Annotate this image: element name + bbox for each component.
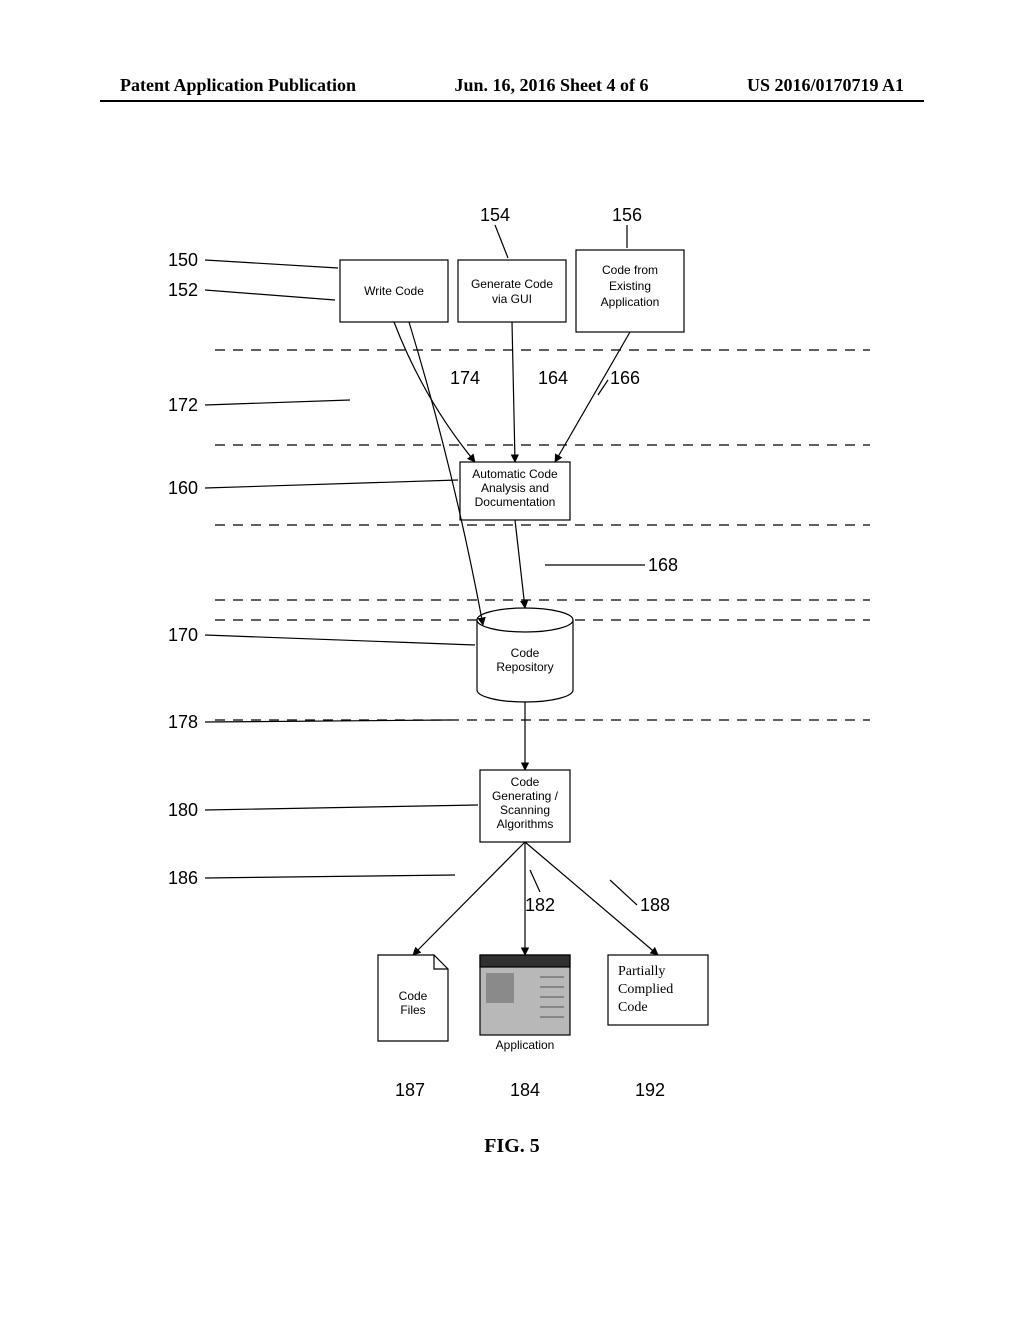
ref-184: 184 xyxy=(510,1080,540,1101)
svg-text:Generate Code: Generate Code xyxy=(471,277,553,291)
ref-180: 180 xyxy=(168,800,198,821)
ref-154: 154 xyxy=(480,205,510,226)
svg-text:Documentation: Documentation xyxy=(475,495,556,509)
svg-text:Code: Code xyxy=(399,989,428,1003)
ref-168: 168 xyxy=(648,555,678,576)
svg-text:Write Code: Write Code xyxy=(364,284,424,298)
ref-188: 188 xyxy=(640,895,670,916)
svg-text:Repository: Repository xyxy=(496,660,553,674)
ref-152: 152 xyxy=(168,280,198,301)
ref-187: 187 xyxy=(395,1080,425,1101)
svg-text:Complied: Complied xyxy=(618,982,673,997)
svg-text:Application: Application xyxy=(601,295,660,309)
ref-166: 166 xyxy=(610,368,640,389)
svg-text:Code: Code xyxy=(511,775,540,789)
svg-text:Partially: Partially xyxy=(618,964,665,979)
svg-text:Analysis and: Analysis and xyxy=(481,481,549,495)
svg-text:Code from: Code from xyxy=(602,263,658,277)
svg-text:Files: Files xyxy=(400,1003,425,1017)
ref-192: 192 xyxy=(635,1080,665,1101)
svg-text:Generating /: Generating / xyxy=(492,789,559,803)
ref-182: 182 xyxy=(525,895,555,916)
svg-text:Code: Code xyxy=(511,646,540,660)
ref-172: 172 xyxy=(168,395,198,416)
svg-text:Code: Code xyxy=(618,1000,648,1015)
svg-text:Existing: Existing xyxy=(609,279,651,293)
ref-160: 160 xyxy=(168,478,198,499)
svg-text:Scanning: Scanning xyxy=(500,803,550,817)
page-root: Patent Application Publication Jun. 16, … xyxy=(0,0,1024,1320)
ref-170: 170 xyxy=(168,625,198,646)
ref-156: 156 xyxy=(612,205,642,226)
svg-text:Algorithms: Algorithms xyxy=(497,817,554,831)
ref-150: 150 xyxy=(168,250,198,271)
ref-186: 186 xyxy=(168,868,198,889)
flowchart-diagram: Write Code Generate Codevia GUI Code from E… xyxy=(0,0,1024,1320)
svg-text:Application: Application xyxy=(496,1038,555,1052)
svg-text:Automatic Code: Automatic Code xyxy=(472,467,558,481)
ref-164: 164 xyxy=(538,368,568,389)
figure-label: FIG. 5 xyxy=(0,1135,1024,1158)
ref-174: 174 xyxy=(450,368,480,389)
ref-178: 178 xyxy=(168,712,198,733)
svg-text:via GUI: via GUI xyxy=(492,292,532,306)
